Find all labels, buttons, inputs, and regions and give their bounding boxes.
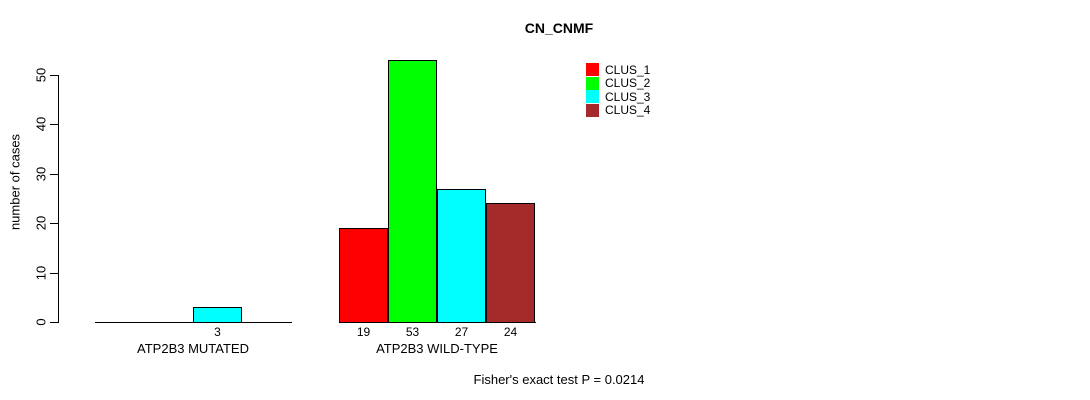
y-axis-label: number of cases <box>7 133 23 231</box>
annotation-text: Fisher's exact test P = 0.0214 <box>473 372 645 387</box>
y-axis-tick <box>50 75 58 76</box>
y-axis-tick <box>50 174 58 175</box>
legend-swatch <box>586 76 599 90</box>
group-label: ATP2B3 WILD-TYPE <box>376 341 498 356</box>
legend-swatch <box>586 63 599 77</box>
y-tick-label: 40 <box>33 116 49 132</box>
group-label: ATP2B3 MUTATED <box>137 341 249 356</box>
y-axis-tick <box>50 273 58 274</box>
legend-item: CLUS_2 <box>586 76 651 91</box>
legend-item: CLUS_1 <box>586 63 650 77</box>
bar-value-label: 3 <box>214 325 221 339</box>
bar-CLUS_3 <box>437 189 486 323</box>
bar-CLUS_4 <box>486 203 535 323</box>
legend-label: CLUS_4 <box>605 103 651 118</box>
legend-label: CLUS_3 <box>605 89 651 104</box>
y-axis-tick <box>50 124 58 125</box>
legend-swatch <box>586 103 599 117</box>
bar-CLUS_3 <box>193 307 242 323</box>
bar-CLUS_2 <box>388 60 437 323</box>
legend: CLUS_1 CLUS_2 CLUS_3 CLUS_4 <box>586 63 650 117</box>
legend-label: CLUS_1 <box>605 62 651 77</box>
chart-title: CN_CNMF <box>524 20 594 36</box>
y-tick-label: 0 <box>33 318 49 326</box>
legend-item: CLUS_3 <box>586 90 650 104</box>
legend-swatch <box>586 90 599 104</box>
y-axis-tick <box>50 322 58 323</box>
y-tick-label: 50 <box>33 67 49 83</box>
bar-value-label: 53 <box>405 325 420 339</box>
bar-value-label: 19 <box>356 325 371 339</box>
y-tick-label: 20 <box>33 215 49 231</box>
y-axis-line <box>58 75 59 323</box>
legend-label: CLUS_2 <box>605 76 651 91</box>
bar-CLUS_1 <box>339 228 388 323</box>
y-tick-label: 30 <box>33 166 49 182</box>
bar-value-label: 27 <box>454 325 469 339</box>
bar-value-label: 24 <box>503 325 518 339</box>
y-axis-tick <box>50 223 58 224</box>
y-tick-label: 10 <box>33 265 49 281</box>
legend-item: CLUS_4 <box>586 103 651 118</box>
